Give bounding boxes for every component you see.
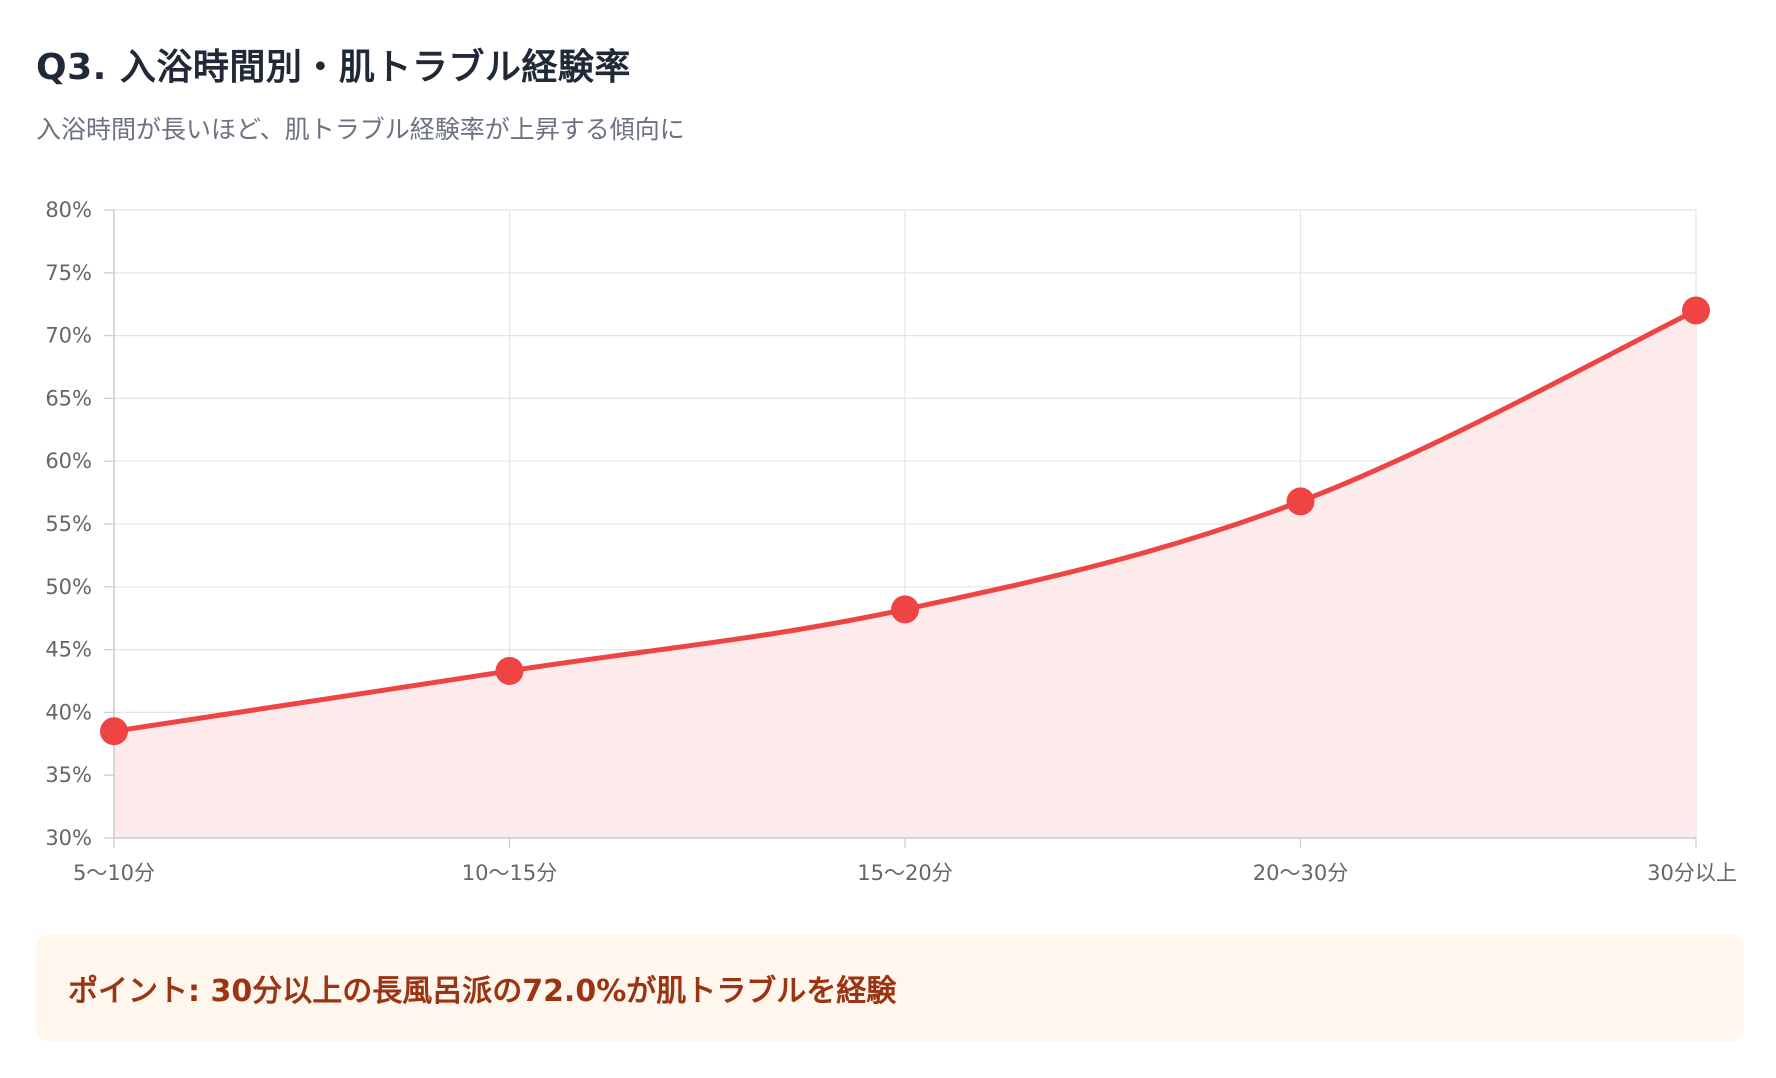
insight-callout: ポイント: 30分以上の長風呂派の72.0%が肌トラブルを経験: [36, 934, 1744, 1042]
y-tick-label: 75%: [45, 261, 92, 285]
x-tick-label: 20〜30分: [1253, 861, 1348, 885]
y-tick-label: 80%: [45, 198, 92, 222]
x-tick-label: 5〜10分: [73, 861, 155, 885]
y-tick-label: 60%: [45, 449, 92, 473]
y-tick-label: 45%: [45, 638, 92, 662]
line-chart: 30% 35% 40% 45% 50% 55% 60% 65% 70% 75% 80% 5〜10分 10…: [45, 198, 1737, 885]
data-point: [495, 656, 524, 685]
insight-text: ポイント: 30分以上の長風呂派の72.0%が肌トラブルを経験: [68, 974, 897, 1009]
y-tick-label: 35%: [45, 763, 92, 787]
data-point: [891, 595, 919, 624]
y-tick-label: 50%: [45, 575, 92, 599]
y-tick-label: 30%: [45, 826, 92, 850]
data-point: [1682, 296, 1710, 325]
y-tick-label: 70%: [45, 324, 92, 348]
x-tick-label: 10〜15分: [462, 861, 557, 885]
series-area: [114, 310, 1696, 839]
chart-title: Q3. 入浴時間別・肌トラブル経験率: [36, 47, 631, 88]
data-point: [1286, 487, 1315, 516]
x-tick-label: 15〜20分: [857, 861, 952, 885]
chart-subtitle: 入浴時間が長いほど、肌トラブル経験率が上昇する傾向に: [36, 115, 685, 144]
y-tick-label: 55%: [45, 512, 92, 536]
data-point: [100, 717, 128, 746]
y-tick-label: 40%: [45, 700, 92, 724]
y-tick-label: 65%: [45, 386, 92, 410]
x-tick-label: 30分以上: [1647, 861, 1737, 885]
